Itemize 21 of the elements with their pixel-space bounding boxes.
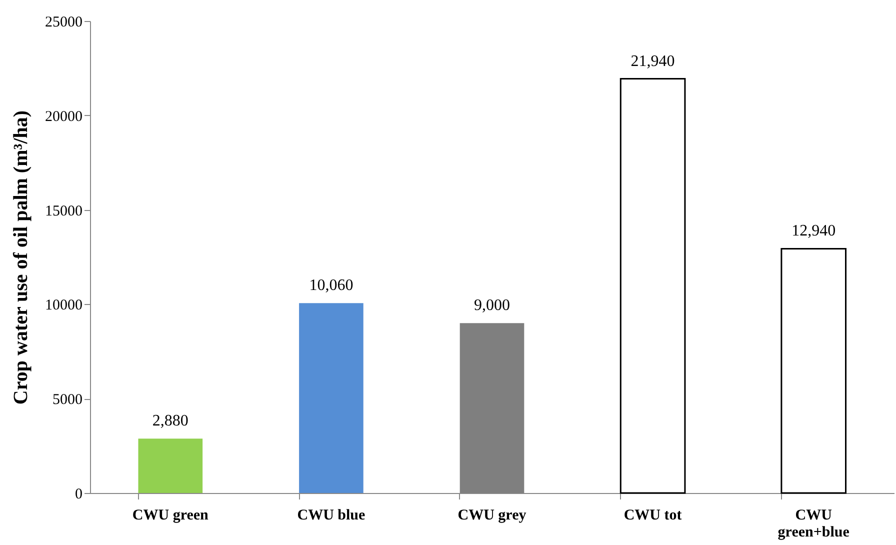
x-tick-label: CWU green+blue	[778, 508, 850, 540]
x-tick-label: CWU tot	[624, 508, 682, 524]
data-label: 21,940	[630, 52, 675, 70]
y-tick-label: 20000	[45, 108, 82, 125]
data-label: 12,940	[792, 222, 836, 240]
bar	[299, 303, 364, 493]
bar	[138, 438, 203, 493]
y-tick-label: 0	[75, 486, 82, 502]
y-tick-label: 10000	[45, 298, 82, 314]
data-label: 2,880	[152, 412, 188, 430]
y-axis-title: Crop water use of oil palm (m³/ha)	[10, 110, 32, 405]
x-tick-label: CWU blue	[297, 508, 366, 524]
y-tick-label: 25000	[45, 14, 82, 30]
y-tick-label: 15000	[45, 203, 82, 220]
data-label: 9,000	[474, 297, 510, 314]
bar	[620, 78, 686, 494]
y-tick-label: 5000	[52, 392, 82, 408]
x-tick-label: CWU green	[132, 508, 210, 524]
bar	[780, 248, 847, 494]
data-label: 10,060	[309, 277, 354, 294]
x-tick-label: CWU grey	[458, 508, 527, 524]
